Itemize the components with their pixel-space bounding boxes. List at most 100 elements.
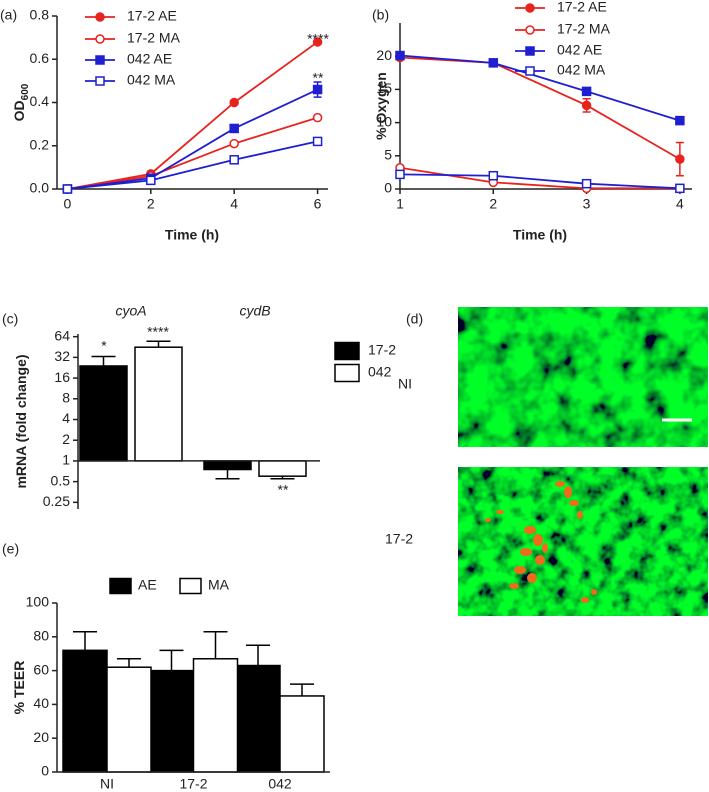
y-tick-label: 0 <box>41 763 49 779</box>
marker <box>312 37 323 47</box>
y-tick-label: 15 <box>376 80 392 96</box>
marker <box>229 155 239 165</box>
bacterium <box>520 548 532 556</box>
series-line <box>67 116 318 190</box>
y-tick-label: 1 <box>62 452 70 468</box>
panel-label: (e) <box>2 541 19 557</box>
legend-label: 042 AE <box>557 42 602 58</box>
marker <box>525 66 535 76</box>
series-line <box>67 41 319 190</box>
marker <box>395 169 405 180</box>
marker <box>581 178 592 189</box>
bacterium <box>509 583 519 589</box>
annotation: ** <box>313 70 324 86</box>
marker <box>675 154 685 164</box>
legend-label: MA <box>208 577 230 593</box>
error-bar <box>270 476 295 480</box>
x-tick-label: 2 <box>147 196 155 212</box>
error-bar <box>117 658 141 668</box>
bacterium <box>533 534 543 546</box>
legend-label: 17-2 <box>368 342 396 358</box>
annotation: **** <box>307 31 329 47</box>
marker <box>312 112 323 123</box>
x-tick-label: 2 <box>489 196 497 212</box>
marker <box>95 76 105 86</box>
category-label: cydB <box>239 303 270 319</box>
marker <box>675 115 685 126</box>
micrograph <box>458 467 708 616</box>
marker <box>95 34 105 44</box>
y-tick-label: 2 <box>62 431 70 447</box>
y-tick-label: 0.2 <box>30 136 50 152</box>
x-tick-label: 6 <box>314 196 322 212</box>
bar <box>79 365 128 462</box>
y-tick-label: 0.5 <box>51 472 71 488</box>
bar <box>148 669 195 773</box>
series-line <box>67 140 318 190</box>
bar <box>279 695 325 773</box>
legend-label: 042 AE <box>127 51 172 67</box>
y-tick-label: 0.6 <box>30 50 50 66</box>
y-axis-label-sub: 600 <box>20 83 31 100</box>
legend-swatch <box>179 577 202 595</box>
marker <box>525 3 535 13</box>
y-axis-label: % TEER <box>11 661 27 715</box>
marker <box>95 55 105 65</box>
bacterium <box>564 486 572 498</box>
y-tick-label: 4 <box>62 410 70 426</box>
legend-label: 17-2 AE <box>557 0 607 15</box>
series-line <box>399 54 681 122</box>
error-bar <box>203 630 228 659</box>
panel-label: (c) <box>2 311 18 327</box>
bacterium <box>542 543 548 553</box>
marker <box>525 46 535 56</box>
y-tick-label: 40 <box>33 695 49 711</box>
marker <box>581 100 592 111</box>
marker <box>229 97 239 108</box>
marker <box>146 175 156 186</box>
y-tick-label: 32 <box>54 348 70 364</box>
error-bar <box>246 644 270 666</box>
y-tick-label: 20 <box>376 47 392 63</box>
marker <box>395 50 405 61</box>
legend-label: 042 <box>368 364 392 380</box>
x-tick-label: 1 <box>396 196 404 212</box>
error-bar <box>290 683 314 696</box>
y-tick-label: 20 <box>33 729 49 745</box>
bar <box>203 460 252 471</box>
bacterium <box>581 597 589 603</box>
legend-label: 17-2 MA <box>557 21 611 37</box>
y-tick-label: 100 <box>26 594 50 610</box>
panel-label: (a) <box>0 7 17 23</box>
bacterium <box>577 511 583 519</box>
series-line <box>399 166 680 190</box>
marker <box>229 138 239 149</box>
legend-swatch <box>334 341 360 361</box>
legend-swatch <box>334 363 360 383</box>
bacterium <box>535 555 545 565</box>
y-tick-label: 5 <box>384 147 392 163</box>
y-tick-label: 60 <box>33 661 49 677</box>
y-tick-label: 0.0 <box>30 180 50 196</box>
bar <box>62 649 108 773</box>
marker <box>488 58 499 68</box>
error-bar <box>159 649 184 671</box>
series-line <box>399 56 681 160</box>
y-tick-label: 0.8 <box>30 7 50 23</box>
bacterium <box>524 526 536 534</box>
y-tick-label: 10 <box>376 113 392 129</box>
y-tick-label: 8 <box>62 390 70 406</box>
image-label: 17-2 <box>385 531 413 547</box>
x-tick-label: 4 <box>676 196 684 212</box>
category-label: NI <box>100 776 114 792</box>
marker <box>229 123 239 134</box>
marker <box>62 184 73 194</box>
error-bar <box>146 340 171 348</box>
x-axis-label: Time (h) <box>165 227 219 243</box>
y-tick-label: 64 <box>54 327 70 343</box>
x-tick-label: 3 <box>583 196 591 212</box>
category-label: cyoA <box>115 303 146 319</box>
bacterium <box>496 510 504 514</box>
y-tick-label: 0 <box>384 180 392 196</box>
